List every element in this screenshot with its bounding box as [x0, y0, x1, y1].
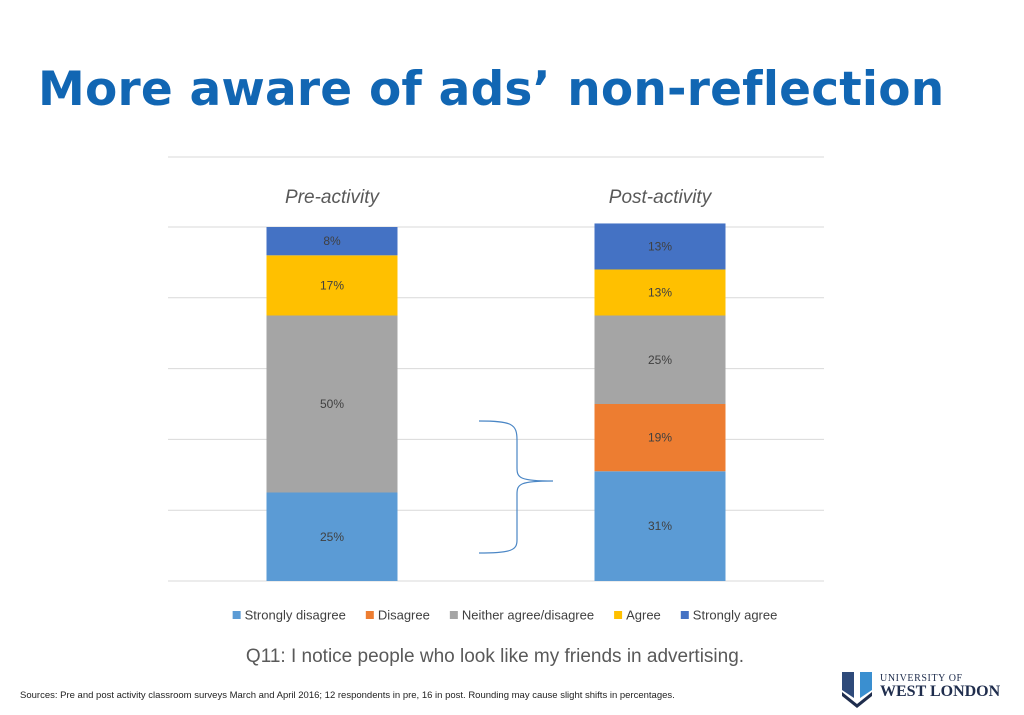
data-label: 31% — [648, 519, 672, 533]
category-labels: Pre-activity Post-activity — [285, 187, 713, 208]
legend-label: Neither agree/disagree — [462, 608, 594, 623]
university-logo: UNIVERSITY OF WEST LONDON — [840, 668, 1010, 708]
bar-segment — [266, 255, 398, 316]
slide-title: More aware of ads’ non-reflection — [38, 62, 945, 117]
survey-question: Q11: I notice people who look like my fr… — [245, 646, 745, 667]
legend-item: Strongly disagree — [232, 608, 346, 623]
data-label: 8% — [323, 234, 341, 248]
legend: Strongly disagree Disagree Neither agree/d… — [232, 608, 778, 623]
gridlines — [168, 156, 824, 582]
legend-swatch — [680, 611, 689, 619]
bar-segment — [266, 315, 398, 493]
brace-annotation — [478, 420, 554, 554]
data-label: 19% — [648, 431, 672, 445]
data-label: 13% — [648, 239, 672, 253]
legend-swatch — [232, 611, 241, 619]
bar-segment — [594, 269, 726, 316]
legend-label: Disagree — [378, 608, 430, 623]
category-label: Pre-activity — [285, 187, 380, 208]
legend-item: Neither agree/disagree — [449, 608, 594, 623]
legend-label: Agree — [626, 608, 661, 623]
category-label: Post-activity — [609, 187, 713, 208]
legend-label: Strongly disagree — [245, 608, 346, 623]
bar-segment — [594, 223, 726, 270]
logo-mark-icon — [842, 672, 872, 708]
legend-item: Agree — [614, 608, 661, 623]
legend-item: Disagree — [365, 608, 430, 623]
legend-swatch — [365, 611, 374, 619]
legend-label: Strongly agree — [693, 608, 778, 623]
bars — [266, 223, 726, 581]
bar-segment — [266, 492, 398, 581]
stacked-bar-chart: Pre-activity Post-activity 25% 50% 17% 8% 31%… — [168, 156, 824, 623]
bar-segment — [594, 315, 726, 404]
data-label: 25% — [320, 530, 344, 544]
data-label: 25% — [648, 353, 672, 367]
data-label: 13% — [648, 285, 672, 299]
legend-swatch — [449, 611, 458, 619]
logo-text-main: WEST LONDON — [880, 683, 1001, 700]
data-labels: 25% 50% 17% 8% 31% 19% 25% 13% 13% — [320, 234, 672, 544]
logo-text-top: UNIVERSITY OF — [880, 673, 963, 684]
bar-segment — [594, 404, 726, 472]
legend-swatch — [614, 611, 623, 619]
data-label: 50% — [320, 397, 344, 411]
legend-item: Strongly agree — [680, 608, 778, 623]
sources-footnote: Sources: Pre and post activity classroom… — [20, 690, 675, 701]
data-label: 17% — [320, 278, 344, 292]
bar-segment — [266, 227, 398, 256]
bar-segment — [594, 471, 726, 581]
